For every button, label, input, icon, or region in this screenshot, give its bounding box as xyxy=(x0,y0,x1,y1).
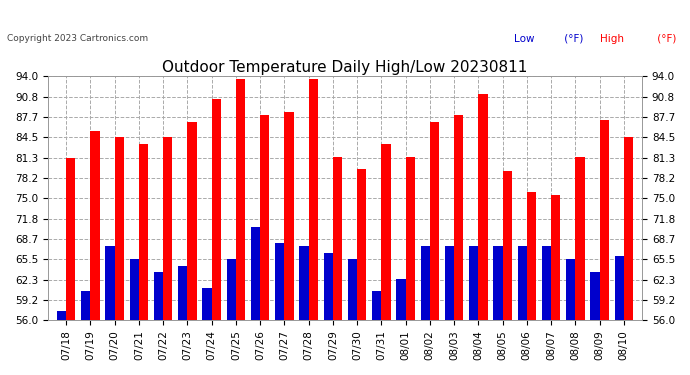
Bar xyxy=(251,227,260,320)
Bar xyxy=(430,123,439,320)
Bar xyxy=(615,256,624,320)
Bar xyxy=(600,120,609,320)
Bar xyxy=(227,260,236,320)
Bar xyxy=(106,246,115,320)
Bar xyxy=(348,260,357,320)
Bar xyxy=(299,246,308,320)
Bar xyxy=(357,170,366,320)
Bar xyxy=(502,171,512,320)
Bar xyxy=(260,115,269,320)
Text: (°F): (°F) xyxy=(561,34,583,44)
Bar xyxy=(236,80,245,320)
Bar xyxy=(493,246,502,320)
Bar xyxy=(284,111,294,320)
Bar xyxy=(396,279,406,320)
Bar xyxy=(130,260,139,320)
Bar xyxy=(90,131,99,320)
Text: High: High xyxy=(600,34,624,44)
Bar xyxy=(66,158,75,320)
Bar xyxy=(333,156,342,320)
Bar xyxy=(382,144,391,320)
Text: Copyright 2023 Cartronics.com: Copyright 2023 Cartronics.com xyxy=(7,34,148,43)
Text: (°F): (°F) xyxy=(654,34,676,44)
Bar xyxy=(406,156,415,320)
Bar xyxy=(551,195,560,320)
Bar xyxy=(324,253,333,320)
Bar xyxy=(372,291,382,320)
Bar xyxy=(139,144,148,320)
Bar xyxy=(624,137,633,320)
Bar xyxy=(188,123,197,320)
Bar xyxy=(591,272,600,320)
Bar xyxy=(275,243,284,320)
Bar xyxy=(518,246,527,320)
Bar xyxy=(178,266,188,320)
Bar xyxy=(527,192,536,320)
Bar xyxy=(542,246,551,320)
Bar xyxy=(81,291,90,320)
Bar xyxy=(566,260,575,320)
Bar xyxy=(202,288,212,320)
Bar xyxy=(469,246,478,320)
Bar xyxy=(308,80,318,320)
Bar xyxy=(421,246,430,320)
Bar xyxy=(115,137,124,320)
Bar xyxy=(212,99,221,320)
Bar xyxy=(478,94,488,320)
Bar xyxy=(57,311,66,320)
Title: Outdoor Temperature Daily High/Low 20230811: Outdoor Temperature Daily High/Low 20230… xyxy=(162,60,528,75)
Bar xyxy=(154,272,163,320)
Bar xyxy=(163,137,172,320)
Text: Low: Low xyxy=(514,34,535,44)
Bar xyxy=(445,246,454,320)
Bar xyxy=(454,115,463,320)
Bar xyxy=(575,156,584,320)
